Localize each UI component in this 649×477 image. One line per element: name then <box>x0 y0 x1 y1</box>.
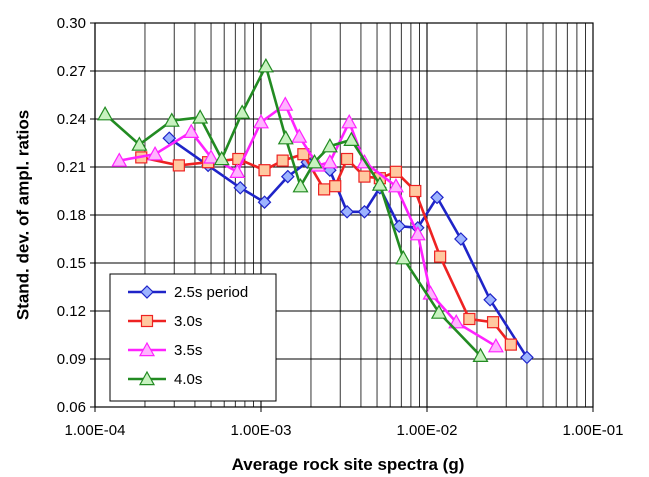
data-point <box>434 250 447 263</box>
data-point <box>140 285 154 299</box>
data-point <box>280 169 295 184</box>
data-point <box>257 57 274 73</box>
legend-label: 3.5s <box>174 342 202 359</box>
legend-label: 3.0s <box>174 313 202 330</box>
data-point <box>163 112 180 127</box>
series-4 <box>97 57 489 362</box>
data-point <box>358 170 371 183</box>
data-point <box>147 145 164 161</box>
legend-label: 2.5s period <box>174 284 248 301</box>
data-point <box>409 225 426 241</box>
data-point <box>321 153 338 169</box>
y-axis-title: Stand. dev. of ampl. ratios <box>13 110 32 320</box>
legend: 2.5s period 3.0s 3.5s 4.0s <box>109 273 277 402</box>
data-point <box>371 176 388 191</box>
data-point <box>111 152 128 167</box>
data-point <box>97 105 114 121</box>
data-point <box>409 184 422 198</box>
y-tick-label: 0.21 <box>57 159 86 176</box>
data-point <box>192 109 209 124</box>
series-group <box>97 57 534 365</box>
data-point <box>454 232 468 246</box>
y-tick-label: 0.15 <box>57 255 86 272</box>
data-point <box>389 165 403 178</box>
legend-item: 4.0s <box>128 370 202 388</box>
data-point <box>297 148 310 161</box>
data-point <box>172 159 185 172</box>
data-point <box>277 129 294 145</box>
data-point <box>341 113 358 129</box>
data-point <box>203 149 220 164</box>
y-axis-ticks: 0.06 0.09 0.12 0.15 0.18 0.21 0.24 0.27 0.30 <box>57 15 95 416</box>
data-point <box>318 183 331 196</box>
data-point <box>306 153 323 169</box>
data-point <box>340 204 354 219</box>
data-point <box>291 128 308 143</box>
data-point <box>472 347 489 362</box>
x-axis-ticks: 1.00E-04 1.00E-03 1.00E-02 1.00E-01 <box>65 407 624 439</box>
y-tick-label: 0.30 <box>57 15 86 32</box>
data-point <box>430 304 447 319</box>
y-tick-label: 0.06 <box>57 399 86 416</box>
data-point <box>183 123 200 138</box>
y-tick-label: 0.12 <box>57 303 86 320</box>
data-point <box>520 350 534 365</box>
data-point <box>234 104 251 119</box>
data-point <box>395 249 412 265</box>
series-line <box>104 62 482 357</box>
data-point <box>258 164 271 177</box>
data-point <box>276 154 289 167</box>
data-point <box>277 96 294 111</box>
data-point <box>430 190 444 205</box>
data-point <box>448 313 465 329</box>
data-point <box>140 314 154 328</box>
y-tick-label: 0.24 <box>57 111 86 128</box>
x-tick-label: 1.00E-02 <box>397 422 458 439</box>
data-point <box>329 180 342 193</box>
series-line <box>168 137 529 359</box>
data-point <box>343 131 360 146</box>
legend-item: 3.0s <box>128 313 202 330</box>
data-point <box>292 177 309 193</box>
data-point <box>213 150 230 166</box>
data-point <box>229 163 246 178</box>
x-axis-title: Average rock site spectra (g) <box>232 455 465 474</box>
y-tick-label: 0.18 <box>57 207 86 224</box>
data-point <box>487 337 504 353</box>
data-point <box>463 312 476 326</box>
data-point <box>483 292 497 307</box>
y-tick-label: 0.09 <box>57 351 86 368</box>
data-point <box>392 219 407 234</box>
data-point <box>357 204 372 219</box>
legend-label: 4.0s <box>174 371 202 388</box>
data-point <box>252 113 270 129</box>
x-tick-label: 1.00E-04 <box>65 422 126 439</box>
x-tick-label: 1.00E-03 <box>231 422 292 439</box>
data-point <box>340 152 354 166</box>
legend-item: 2.5s period <box>128 284 248 301</box>
data-point <box>138 341 156 357</box>
data-point <box>504 338 517 351</box>
data-point <box>257 195 272 210</box>
data-point <box>486 316 500 329</box>
legend-item: 3.5s <box>128 341 202 359</box>
y-tick-label: 0.27 <box>57 63 86 80</box>
x-tick-label: 1.00E-01 <box>563 422 624 439</box>
data-point <box>138 370 156 386</box>
data-point <box>321 137 338 153</box>
data-point <box>131 136 148 151</box>
legend-items: 2.5s period 3.0s 3.5s 4.0s <box>128 284 248 388</box>
series-2 <box>135 148 517 351</box>
data-point <box>233 180 248 195</box>
data-point <box>387 177 404 193</box>
series-1 <box>162 131 534 365</box>
